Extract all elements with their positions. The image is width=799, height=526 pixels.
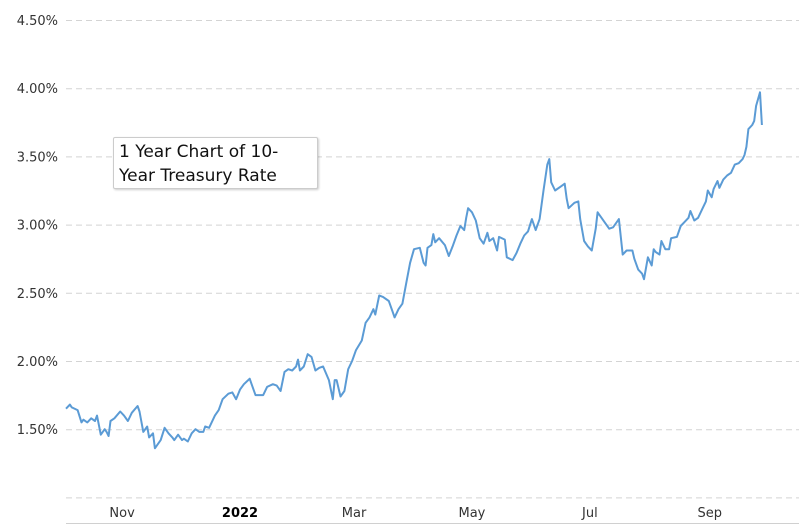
y-axis: 1.50% 2.00% 2.50% 3.00% 3.50% 4.00% 4.50% [17, 14, 58, 438]
x-tick-label: Mar [342, 506, 367, 521]
x-tick-label: Jul [581, 506, 598, 521]
chart-title-line-1: 1 Year Chart of 10- [119, 142, 279, 162]
x-tick-label: Sep [697, 506, 722, 521]
chart-title-box: 1 Year Chart of 10- Year Treasury Rate [113, 137, 318, 189]
y-tick-label: 3.00% [17, 219, 58, 234]
chart-title-line-2: Year Treasury Rate [119, 166, 277, 186]
y-tick-label: 2.50% [17, 287, 58, 302]
y-tick-label: 2.00% [17, 355, 58, 370]
x-tick-label: May [459, 506, 486, 521]
y-tick-label: 3.50% [17, 150, 58, 165]
y-tick-label: 4.00% [17, 82, 58, 97]
y-tick-label: 1.50% [17, 423, 58, 438]
x-axis: Nov 2022 Mar May Jul Sep [109, 506, 722, 521]
x-tick-label: Nov [109, 506, 135, 521]
y-tick-label: 4.50% [17, 14, 58, 29]
x-tick-label: 2022 [222, 506, 258, 521]
series-line [65, 91, 763, 450]
gridlines [66, 20, 799, 499]
